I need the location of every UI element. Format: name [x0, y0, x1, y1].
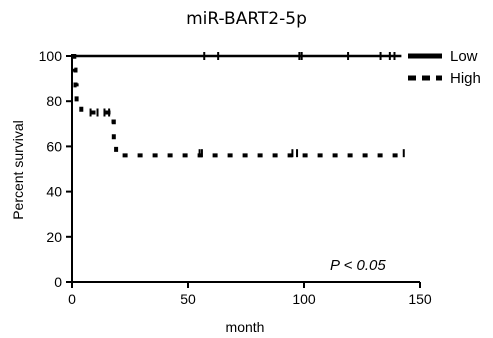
x-tick-label: 50 [180, 291, 196, 307]
x-tick-label: 150 [408, 291, 432, 307]
chart-title: miR-BART2-5p [186, 9, 307, 29]
x-axis-title: month [226, 319, 265, 335]
y-tick-label: 0 [54, 274, 62, 290]
legend-label-low: Low [450, 48, 478, 65]
y-tick-label: 20 [46, 229, 62, 245]
p-value-annotation: P < 0.05 [330, 257, 386, 274]
y-tick-label: 40 [46, 184, 62, 200]
y-axis-title: Percent survival [10, 120, 26, 220]
series-line-high [72, 54, 407, 158]
series-layer [72, 52, 407, 158]
y-tick-label: 60 [46, 138, 62, 154]
chart-legend: Low High [408, 48, 481, 87]
chart-axes: 0 20 40 60 80 100 0 50 100 150 [39, 48, 432, 307]
y-tick-label: 80 [46, 93, 62, 109]
y-tick-label: 100 [39, 48, 63, 64]
x-tick-label: 100 [292, 291, 316, 307]
legend-label-high: High [450, 70, 481, 87]
x-tick-label: 0 [68, 291, 76, 307]
